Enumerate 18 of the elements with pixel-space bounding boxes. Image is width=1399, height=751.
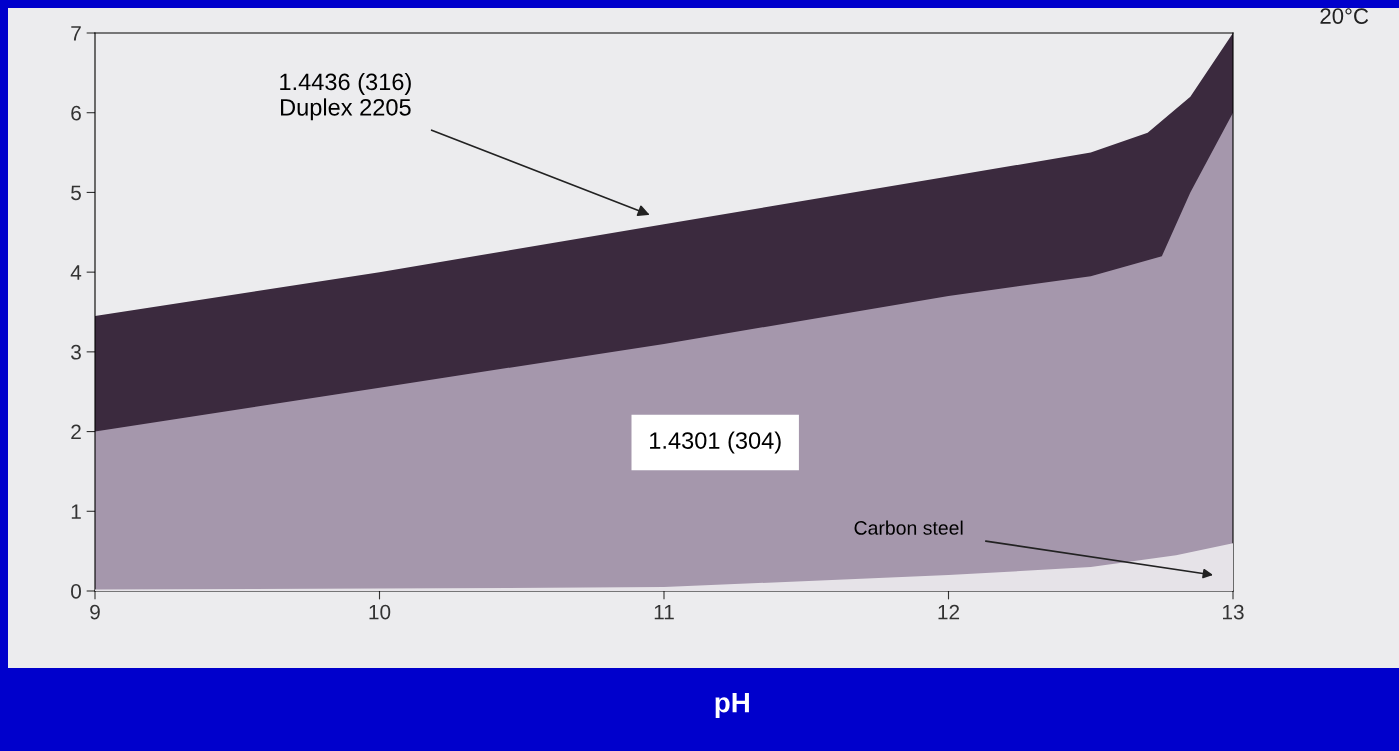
y-tick-label: 7 <box>71 26 81 41</box>
x-axis-title: pH <box>715 693 749 718</box>
annotation: 1.4436 (316) Duplex 2205 <box>280 72 411 121</box>
y-tick-label: 6 <box>71 105 81 121</box>
x-tick-label: 13 <box>1223 604 1244 620</box>
y-tick-label: 5 <box>71 185 81 201</box>
y-tick-label: 4 <box>70 265 82 280</box>
text: 20°C <box>1320 8 1369 24</box>
x-tick-label: 12 <box>938 604 960 620</box>
y-tick-label: 0 <box>71 584 81 599</box>
y-tick-label: 2 <box>71 424 81 440</box>
annotation: 1.4301 (304) <box>650 431 781 454</box>
y-tick-label: 1 <box>71 504 81 519</box>
annotation: Carbon steel <box>854 520 963 535</box>
y-tick-label: 3 <box>71 344 81 360</box>
x-tick-label: 11 <box>654 604 674 620</box>
x-tick-label: 9 <box>90 604 100 620</box>
x-tick-label: 10 <box>369 604 391 620</box>
